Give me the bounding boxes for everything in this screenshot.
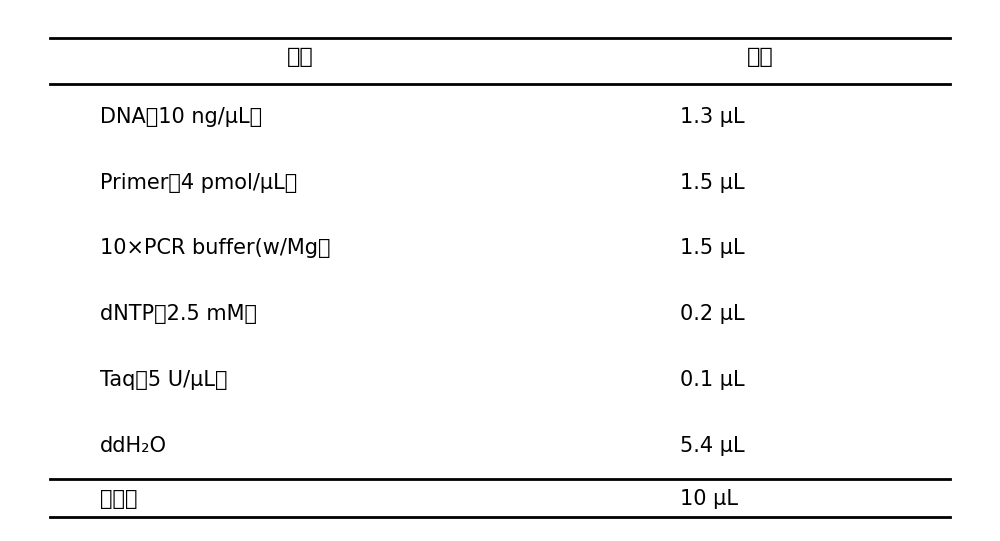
Text: DNA（10 ng/μL）: DNA（10 ng/μL） (100, 107, 262, 127)
Text: 1.5 μL: 1.5 μL (680, 239, 745, 259)
Text: 10 μL: 10 μL (680, 489, 738, 509)
Text: 10×PCR buffer(w/Mg）: 10×PCR buffer(w/Mg） (100, 239, 330, 259)
Text: 1.5 μL: 1.5 μL (680, 173, 745, 193)
Text: 0.1 μL: 0.1 μL (680, 370, 745, 390)
Text: 体积: 体积 (747, 47, 773, 67)
Text: 样品: 样品 (287, 47, 313, 67)
Text: 总体积: 总体积 (100, 489, 138, 509)
Text: 0.2 μL: 0.2 μL (680, 304, 745, 324)
Text: 5.4 μL: 5.4 μL (680, 436, 745, 456)
Text: 1.3 μL: 1.3 μL (680, 107, 745, 127)
Text: Primer（4 pmol/μL）: Primer（4 pmol/μL） (100, 173, 297, 193)
Text: dNTP（2.5 mM）: dNTP（2.5 mM） (100, 304, 257, 324)
Text: Taq（5 U/μL）: Taq（5 U/μL） (100, 370, 228, 390)
Text: ddH₂O: ddH₂O (100, 436, 167, 456)
